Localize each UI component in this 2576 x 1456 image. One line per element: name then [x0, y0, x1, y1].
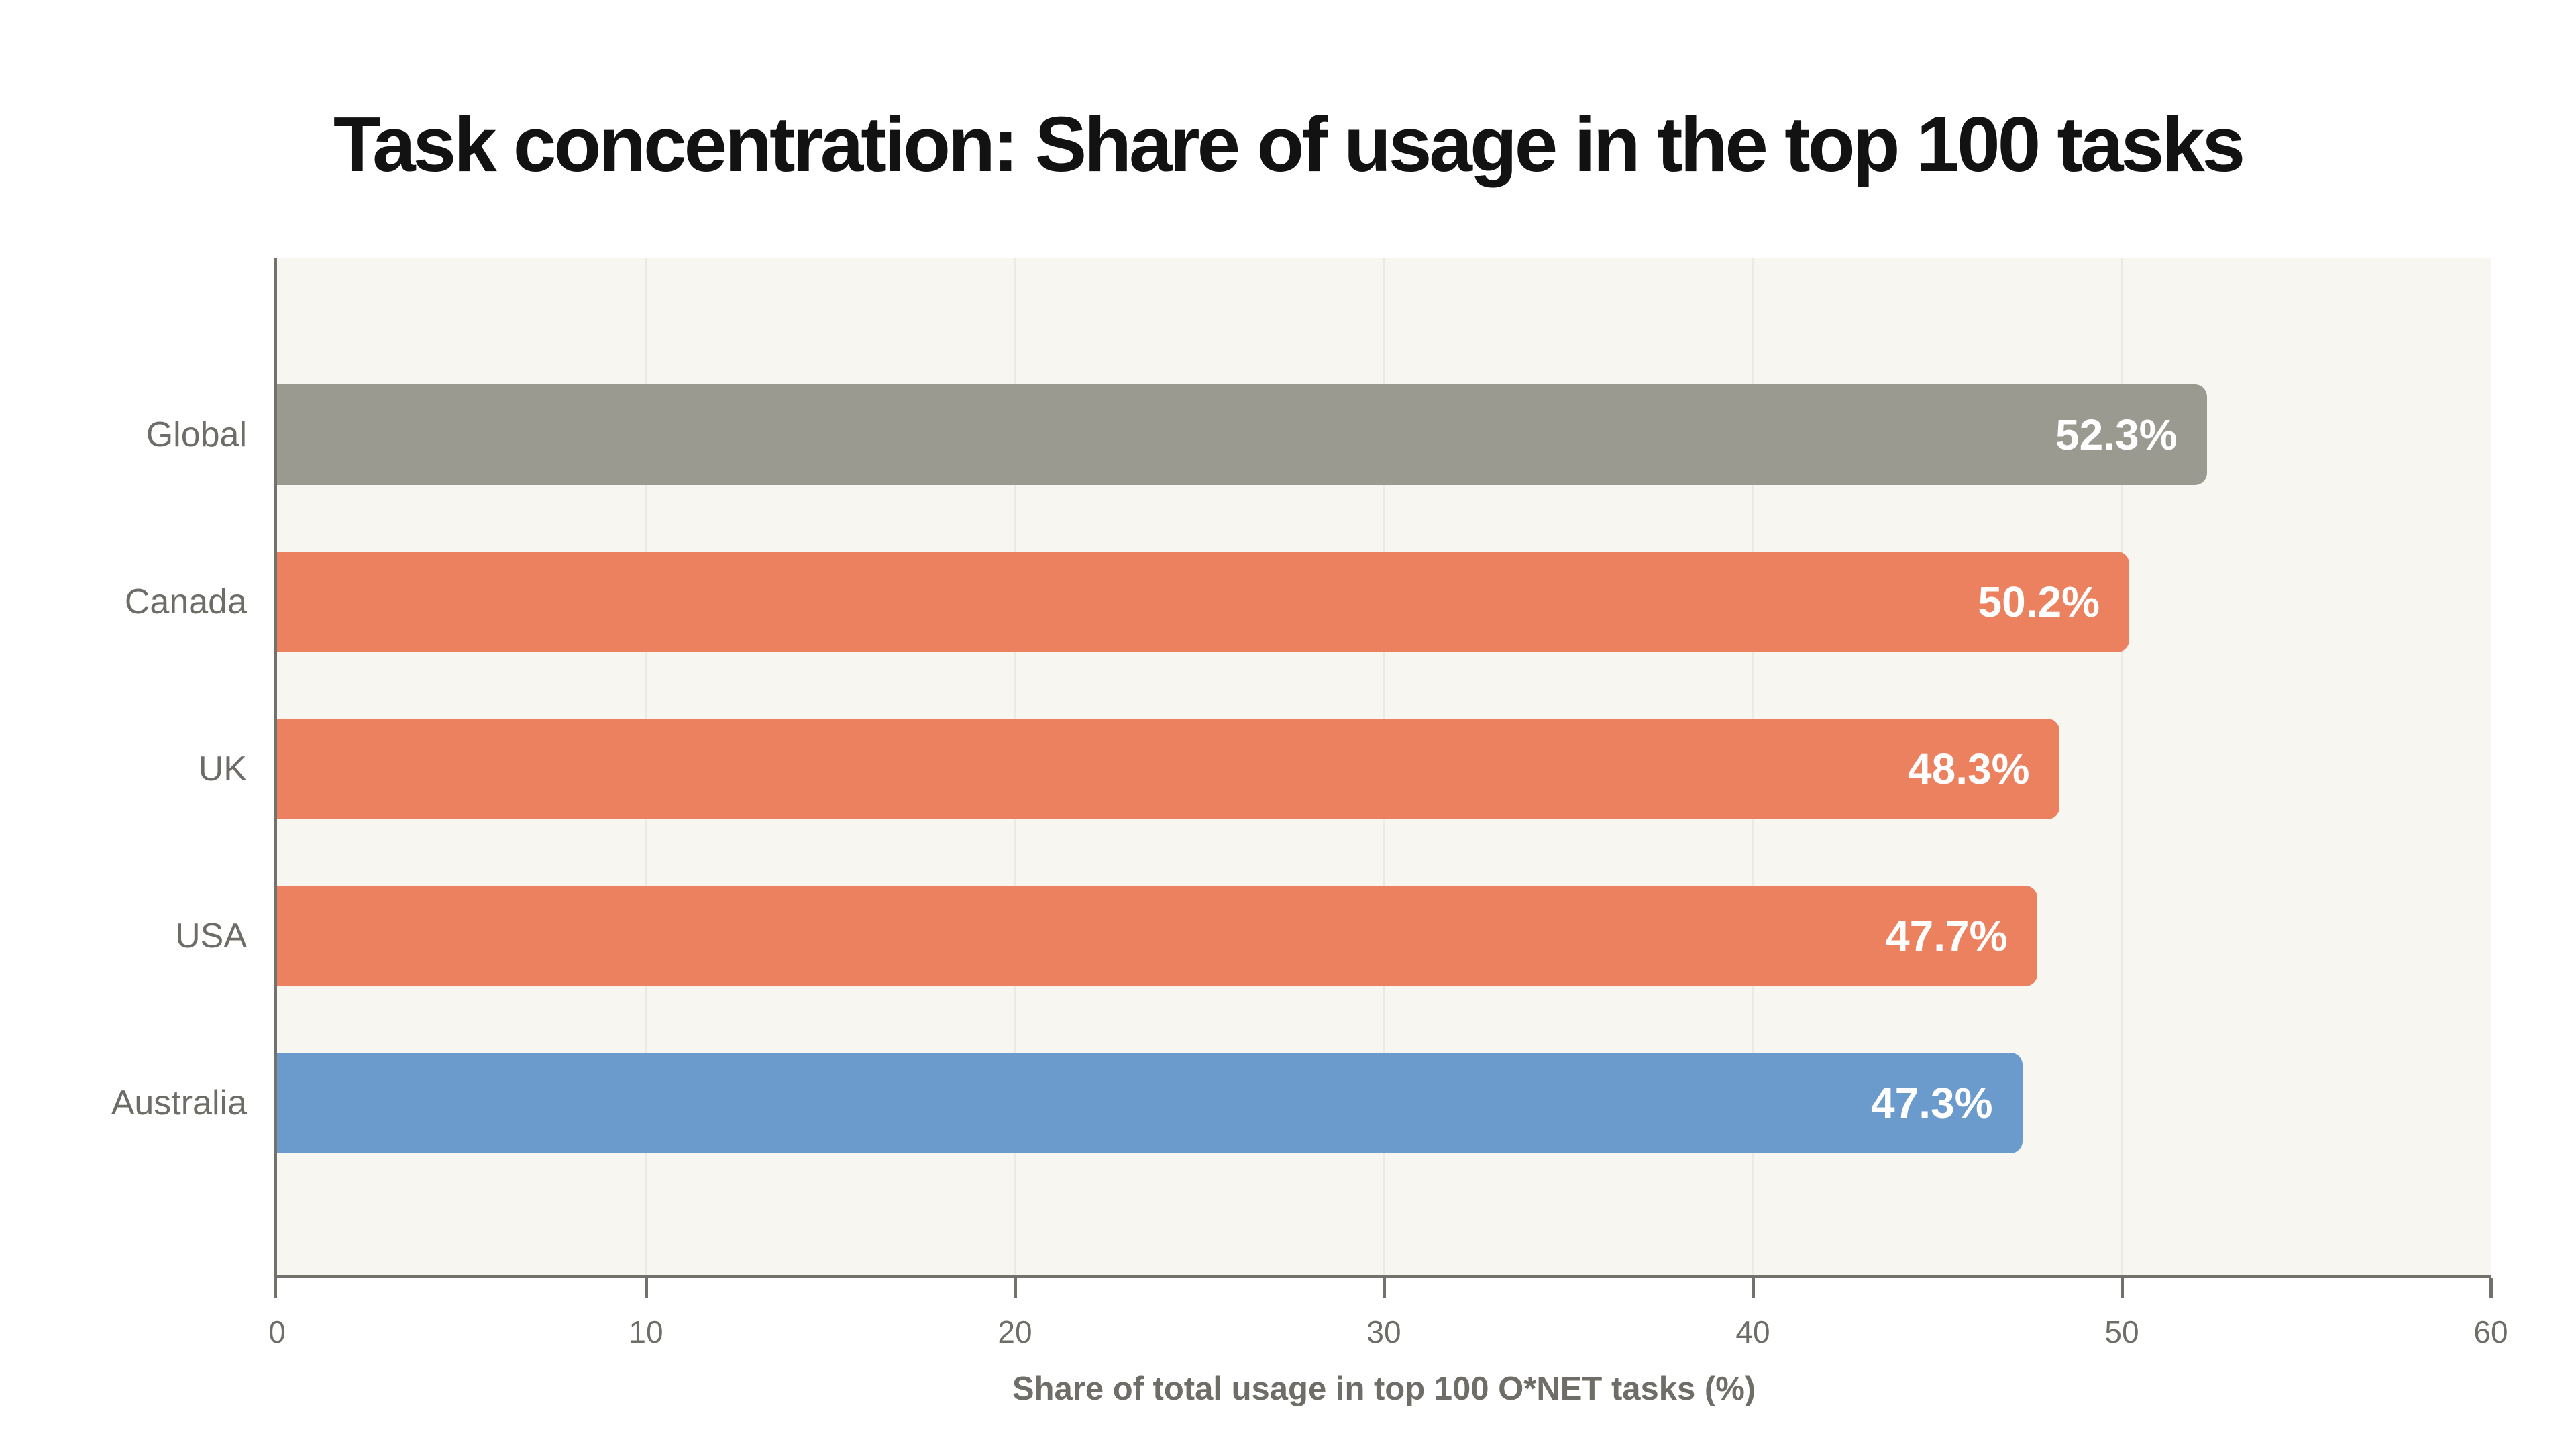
x-tick-30 — [1382, 1278, 1386, 1298]
x-tick-60 — [2489, 1278, 2493, 1298]
x-tick-label-20: 20 — [998, 1314, 1032, 1349]
chart-title: Task concentration: Share of usage in th… — [333, 101, 2245, 188]
bar-usa: 47.7% — [277, 886, 2037, 986]
x-tick-10 — [644, 1278, 648, 1298]
category-label-global: Global — [146, 415, 247, 454]
x-tick-50 — [2120, 1278, 2124, 1298]
bar-value-label-usa: 47.7% — [1886, 912, 2008, 960]
category-label-uk: UK — [198, 749, 247, 788]
plot-area: 52.3% 50.2% 48.3% 47.7% 47.3% — [277, 258, 2491, 1275]
category-label-canada: Canada — [124, 582, 247, 621]
x-tick-label-10: 10 — [629, 1314, 663, 1349]
x-tick-20 — [1013, 1278, 1017, 1298]
bar-value-label-uk: 48.3% — [1908, 745, 2030, 793]
x-tick-label-30: 30 — [1366, 1314, 1401, 1349]
bar-australia: 47.3% — [277, 1053, 2023, 1153]
bar-value-label-australia: 47.3% — [1871, 1079, 1993, 1127]
bar-uk: 48.3% — [277, 719, 2059, 819]
bar-value-label-global: 52.3% — [2055, 411, 2178, 459]
bar-global: 52.3% — [277, 384, 2207, 485]
x-tick-label-60: 60 — [2473, 1314, 2508, 1349]
x-tick-40 — [1751, 1278, 1755, 1298]
x-tick-0 — [274, 1278, 277, 1298]
bar-canada: 50.2% — [277, 552, 2129, 652]
x-tick-label-0: 0 — [268, 1314, 286, 1349]
category-label-usa: USA — [175, 917, 247, 955]
x-axis-title: Share of total usage in top 100 O*NET ta… — [1012, 1371, 1756, 1407]
x-tick-label-50: 50 — [2104, 1314, 2139, 1349]
bar-value-label-canada: 50.2% — [1978, 578, 2100, 626]
y-axis-line — [274, 258, 277, 1278]
x-tick-label-40: 40 — [1735, 1314, 1770, 1349]
x-axis-line — [274, 1275, 2491, 1278]
gridline-50 — [2121, 258, 2123, 1275]
category-label-australia: Australia — [111, 1084, 247, 1123]
